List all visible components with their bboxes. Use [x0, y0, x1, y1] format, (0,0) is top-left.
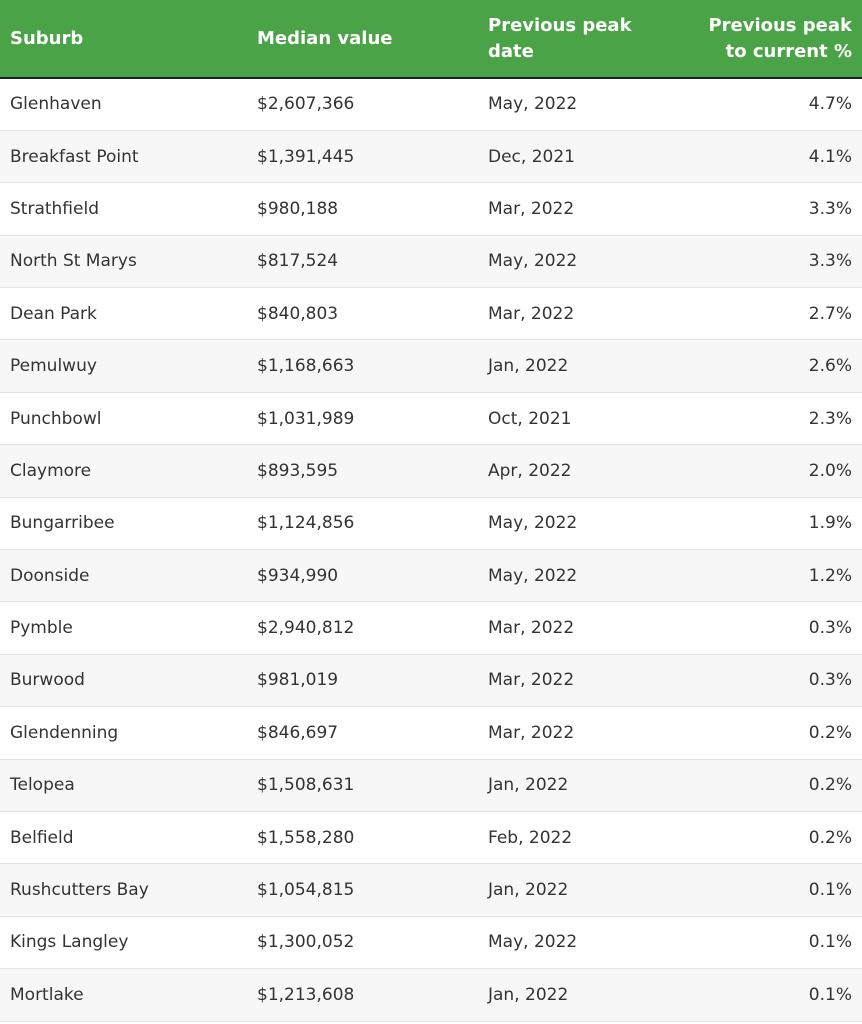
cell-median-value: $1,300,052: [247, 916, 478, 970]
cell-peak-date: Jan, 2022: [478, 759, 683, 812]
cell-peak-to-current: 4.7%: [683, 78, 862, 131]
cell-median-value: $2,940,812: [247, 601, 478, 655]
cell-median-value: $817,524: [247, 235, 478, 289]
cell-peak-to-current: 0.1%: [683, 968, 862, 1022]
table-header: Suburb Median value Previous peak date P…: [0, 0, 862, 79]
cell-suburb: Mortlake: [0, 968, 247, 1022]
cell-peak-to-current: 1.2%: [683, 549, 862, 603]
cell-peak-to-current: 0.1%: [683, 863, 862, 917]
cell-peak-date: Mar, 2022: [478, 601, 683, 655]
cell-suburb: Strathfield: [0, 182, 247, 236]
table-row: Belfield $1,558,280 Feb, 2022 0.2%: [0, 811, 862, 865]
cell-peak-date: Dec, 2021: [478, 130, 683, 184]
cell-median-value: $1,391,445: [247, 130, 478, 184]
cell-peak-date: Jan, 2022: [478, 968, 683, 1022]
cell-peak-date: Jan, 2022: [478, 339, 683, 393]
cell-suburb: Telopea: [0, 759, 247, 812]
header-row: Suburb Median value Previous peak date P…: [0, 0, 862, 79]
cell-suburb: Pemulwuy: [0, 339, 247, 393]
table-row: Glenhaven $2,607,366 May, 2022 4.7%: [0, 78, 862, 131]
cell-suburb: Glenhaven: [0, 78, 247, 131]
cell-suburb: Punchbowl: [0, 392, 247, 446]
table-row: Pymble $2,940,812 Mar, 2022 0.3%: [0, 601, 862, 655]
cell-median-value: $893,595: [247, 444, 478, 498]
cell-median-value: $1,124,856: [247, 497, 478, 551]
cell-peak-to-current: 2.6%: [683, 339, 862, 393]
cell-peak-date: May, 2022: [478, 549, 683, 603]
cell-peak-date: Mar, 2022: [478, 287, 683, 341]
cell-median-value: $1,508,631: [247, 759, 478, 812]
cell-median-value: $846,697: [247, 706, 478, 760]
table-row: Kings Langley $1,300,052 May, 2022 0.1%: [0, 916, 862, 970]
header-median-value: Median value: [247, 0, 478, 79]
cell-peak-to-current: 3.3%: [683, 235, 862, 289]
cell-median-value: $2,607,366: [247, 78, 478, 131]
cell-suburb: North St Marys: [0, 235, 247, 289]
cell-suburb: Claymore: [0, 444, 247, 498]
cell-peak-to-current: 0.2%: [683, 759, 862, 812]
table-row: Burwood $981,019 Mar, 2022 0.3%: [0, 654, 862, 708]
cell-median-value: $1,168,663: [247, 339, 478, 393]
table-row: Claymore $893,595 Apr, 2022 2.0%: [0, 444, 862, 498]
cell-peak-to-current: 3.3%: [683, 182, 862, 236]
cell-peak-date: May, 2022: [478, 235, 683, 289]
cell-peak-date: Mar, 2022: [478, 706, 683, 760]
table-row: Breakfast Point $1,391,445 Dec, 2021 4.1%: [0, 130, 862, 184]
header-peak-date: Previous peak date: [478, 0, 683, 79]
cell-peak-to-current: 4.1%: [683, 130, 862, 184]
cell-median-value: $840,803: [247, 287, 478, 341]
cell-median-value: $1,054,815: [247, 863, 478, 917]
cell-suburb: Rushcutters Bay: [0, 863, 247, 917]
cell-suburb: Glendenning: [0, 706, 247, 760]
cell-peak-date: May, 2022: [478, 497, 683, 551]
table-row: Strathfield $980,188 Mar, 2022 3.3%: [0, 182, 862, 236]
cell-suburb: Pymble: [0, 601, 247, 655]
table-body: Glenhaven $2,607,366 May, 2022 4.7% Breakfas…: [0, 78, 862, 1022]
table-row: Rushcutters Bay $1,054,815 Jan, 2022 0.1%: [0, 863, 862, 917]
table-row: Telopea $1,508,631 Jan, 2022 0.2%: [0, 759, 862, 812]
table-row: Glendenning $846,697 Mar, 2022 0.2%: [0, 706, 862, 760]
header-suburb: Suburb: [0, 0, 247, 79]
cell-median-value: $980,188: [247, 182, 478, 236]
table-row: Bungarribee $1,124,856 May, 2022 1.9%: [0, 497, 862, 551]
table-row: Mortlake $1,213,608 Jan, 2022 0.1%: [0, 968, 862, 1022]
cell-median-value: $934,990: [247, 549, 478, 603]
cell-peak-date: Apr, 2022: [478, 444, 683, 498]
cell-peak-to-current: 0.2%: [683, 706, 862, 760]
header-peak-to-current: Previous peak to current %: [683, 0, 862, 79]
cell-peak-to-current: 2.7%: [683, 287, 862, 341]
cell-suburb: Doonside: [0, 549, 247, 603]
cell-peak-date: May, 2022: [478, 916, 683, 970]
cell-median-value: $1,558,280: [247, 811, 478, 865]
table-row: Pemulwuy $1,168,663 Jan, 2022 2.6%: [0, 339, 862, 393]
cell-suburb: Burwood: [0, 654, 247, 708]
cell-median-value: $1,213,608: [247, 968, 478, 1022]
cell-peak-to-current: 0.1%: [683, 916, 862, 970]
cell-suburb: Bungarribee: [0, 497, 247, 551]
cell-peak-date: Oct, 2021: [478, 392, 683, 446]
cell-peak-date: Feb, 2022: [478, 811, 683, 865]
cell-peak-date: Mar, 2022: [478, 182, 683, 236]
cell-median-value: $1,031,989: [247, 392, 478, 446]
cell-peak-date: Jan, 2022: [478, 863, 683, 917]
cell-peak-to-current: 0.2%: [683, 811, 862, 865]
cell-suburb: Breakfast Point: [0, 130, 247, 184]
cell-suburb: Kings Langley: [0, 916, 247, 970]
cell-peak-to-current: 0.3%: [683, 654, 862, 708]
cell-peak-to-current: 2.3%: [683, 392, 862, 446]
cell-peak-to-current: 2.0%: [683, 444, 862, 498]
table-row: North St Marys $817,524 May, 2022 3.3%: [0, 235, 862, 289]
table-row: Punchbowl $1,031,989 Oct, 2021 2.3%: [0, 392, 862, 446]
cell-suburb: Dean Park: [0, 287, 247, 341]
cell-suburb: Belfield: [0, 811, 247, 865]
table-row: Doonside $934,990 May, 2022 1.2%: [0, 549, 862, 603]
cell-peak-to-current: 0.3%: [683, 601, 862, 655]
cell-peak-to-current: 1.9%: [683, 497, 862, 551]
cell-median-value: $981,019: [247, 654, 478, 708]
cell-peak-date: May, 2022: [478, 78, 683, 131]
table-row: Dean Park $840,803 Mar, 2022 2.7%: [0, 287, 862, 341]
cell-peak-date: Mar, 2022: [478, 654, 683, 708]
